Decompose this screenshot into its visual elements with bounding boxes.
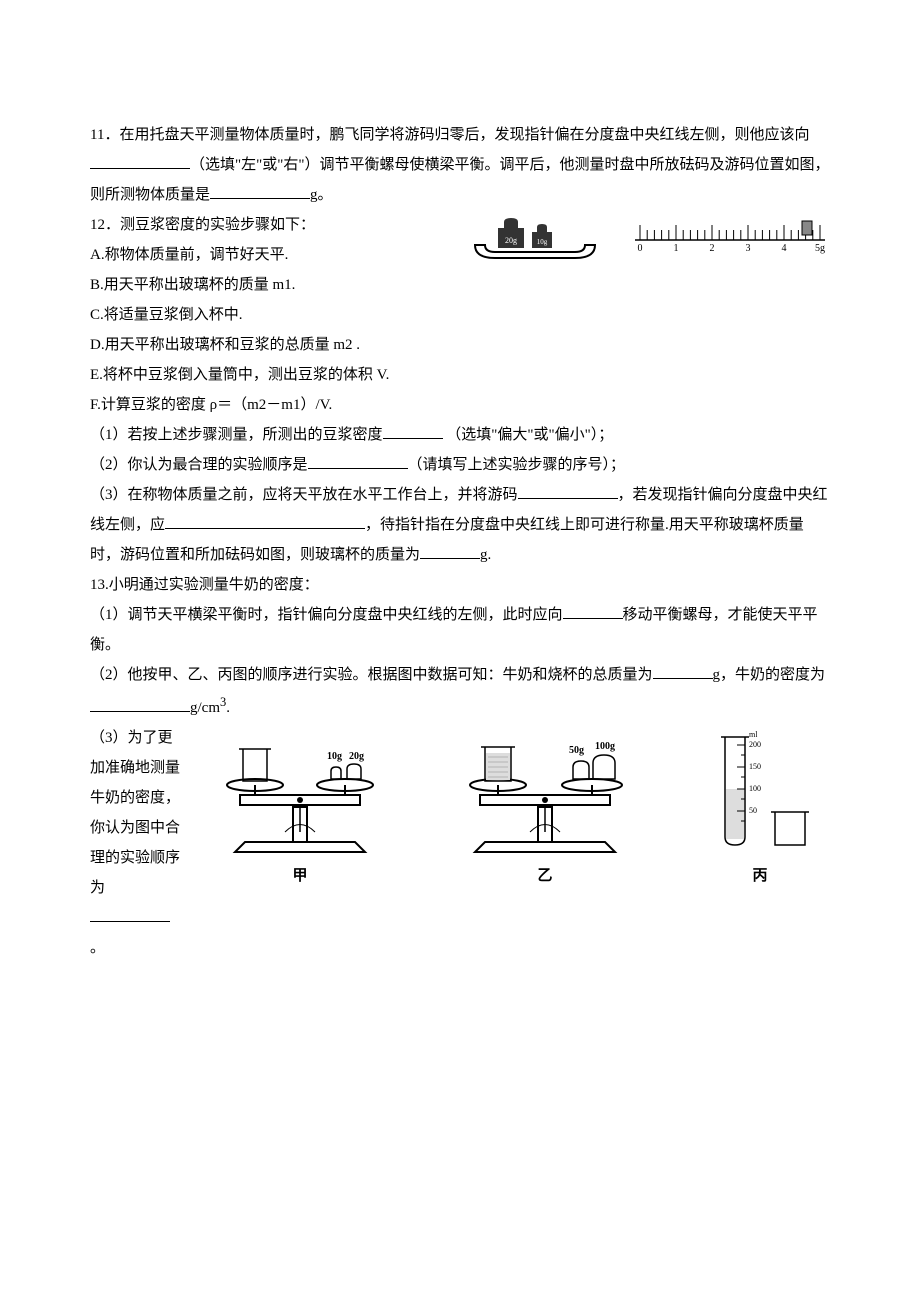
q12-p3-blank1	[518, 482, 618, 500]
q12-p3-d: g.	[480, 547, 491, 563]
svg-text:5g: 5g	[815, 243, 825, 254]
q12-p1: （1）若按上述步骤测量，所测出的豆浆密度 （选填"偏大"或"偏小"）；	[90, 420, 830, 450]
ruler-icon: 0 1 2 3 4 5g	[630, 215, 830, 255]
q12-p1-blank	[383, 422, 443, 440]
q11-text-b: （选填"左"或"右"）调节平衡螺母使横梁平衡。调平后，他测量时盘中所放砝码及游码…	[90, 157, 830, 203]
q12-p3-a: （3）在称物体质量之前，应将天平放在水平工作台上，并将游码	[90, 487, 518, 503]
q12-step-b: B.用天平称出玻璃杯的质量 m1.	[90, 270, 830, 300]
fig-jia: 10g 20g 甲	[215, 737, 385, 891]
svg-text:50g: 50g	[569, 745, 584, 756]
weights-tray-icon: 20g 10g	[470, 210, 600, 260]
balance-jia-icon: 10g 20g	[215, 737, 385, 857]
svg-text:20g: 20g	[349, 751, 364, 762]
svg-text:100g: 100g	[595, 741, 615, 752]
q13-p2-blank1	[653, 662, 713, 680]
svg-text:100: 100	[749, 784, 761, 793]
q13-p1-a: （1）调节天平横梁平衡时，指针偏向分度盘中央红线的左侧，此时应向	[90, 607, 563, 623]
svg-text:0: 0	[638, 243, 643, 254]
q12-step-f: F.计算豆浆的密度 ρ＝（m2－m1）/V.	[90, 390, 830, 420]
svg-text:10g: 10g	[327, 751, 342, 762]
q13-p3-text: （3）为了更加准确地测量牛奶的密度，你认为图中合理的实验顺序为 。	[90, 723, 180, 963]
q12-step-e: E.将杯中豆浆倒入量筒中，测出豆浆的体积 V.	[90, 360, 830, 390]
q12-p1-a: （1）若按上述步骤测量，所测出的豆浆密度	[90, 427, 383, 443]
q13-p2: （2）他按甲、乙、丙图的顺序进行实验。根据图中数据可知：牛奶和烧杯的总质量为 g，…	[90, 660, 830, 723]
q13-p2-a: （2）他按甲、乙、丙图的顺序进行实验。根据图中数据可知：牛奶和烧杯的总质量为	[90, 667, 653, 683]
svg-text:150: 150	[749, 762, 761, 771]
q12-p3-blank2	[165, 512, 365, 530]
q11-text-a: 11．在用托盘天平测量物体质量时，鹏飞同学将游码归零后，发现指针偏在分度盘中央红…	[90, 127, 809, 143]
q13-p2-d: .	[226, 700, 230, 716]
fig-jia-label: 甲	[215, 861, 385, 891]
svg-text:200: 200	[749, 740, 761, 749]
q13-p1: （1）调节天平横梁平衡时，指针偏向分度盘中央红线的左侧，此时应向移动平衡螺母，才…	[90, 600, 830, 660]
q12-p3: （3）在称物体质量之前，应将天平放在水平工作台上，并将游码，若发现指针偏向分度盘…	[90, 480, 830, 570]
q13-p2-blank2	[90, 695, 190, 713]
q12-step-c: C.将适量豆浆倒入杯中.	[90, 300, 830, 330]
q12-p1-b: （选填"偏大"或"偏小"）；	[446, 427, 613, 443]
fig-yi-label: 乙	[455, 861, 635, 891]
fig-yi: 50g 100g 乙	[455, 737, 635, 891]
q13-figures: 10g 20g 甲	[200, 727, 830, 891]
q12-p2: （2）你认为最合理的实验顺序是 （请填写上述实验步骤的序号）；	[90, 450, 830, 480]
q11-line1: 11．在用托盘天平测量物体质量时，鹏飞同学将游码归零后，发现指针偏在分度盘中央红…	[90, 120, 830, 210]
q12-p2-blank	[308, 452, 408, 470]
balance-yi-icon: 50g 100g	[455, 737, 635, 857]
fig-bing: ml 200 150 100 50 丙	[705, 727, 815, 891]
q13-p2-c: g/cm	[190, 700, 220, 716]
cylinder-bing-icon: ml 200 150 100 50	[705, 727, 815, 857]
q13-p3-blank	[90, 905, 170, 923]
fig-bing-label: 丙	[705, 861, 815, 891]
q13-p3-a: （3）为了更加准确地测量牛奶的密度，你认为图中合理的实验顺序为	[90, 730, 180, 896]
q13-p1-blank	[563, 602, 623, 620]
svg-text:1: 1	[674, 243, 679, 254]
q13-p3-b: 。	[90, 940, 105, 956]
svg-text:20g: 20g	[505, 236, 517, 245]
q11-blank2	[210, 182, 310, 200]
svg-text:2: 2	[710, 243, 715, 254]
q12-p2-a: （2）你认为最合理的实验顺序是	[90, 457, 308, 473]
q12-step-d: D.用天平称出玻璃杯和豆浆的总质量 m2 .	[90, 330, 830, 360]
q13-p2-b: g，牛奶的密度为	[713, 667, 826, 683]
svg-text:3: 3	[746, 243, 751, 254]
svg-text:10g: 10g	[537, 238, 548, 246]
svg-text:50: 50	[749, 806, 757, 815]
q13-head: 13.小明通过实验测量牛奶的密度：	[90, 570, 830, 600]
svg-text:ml: ml	[749, 730, 758, 739]
q11-text-c: g。	[310, 187, 333, 203]
q12-p3-blank3	[420, 542, 480, 560]
q12-p2-b: （请填写上述实验步骤的序号）；	[408, 457, 626, 473]
q11-blank1	[90, 152, 190, 170]
q11-figures: 20g 10g 0 1 2 3 4	[470, 210, 830, 260]
svg-text:4: 4	[782, 243, 787, 254]
